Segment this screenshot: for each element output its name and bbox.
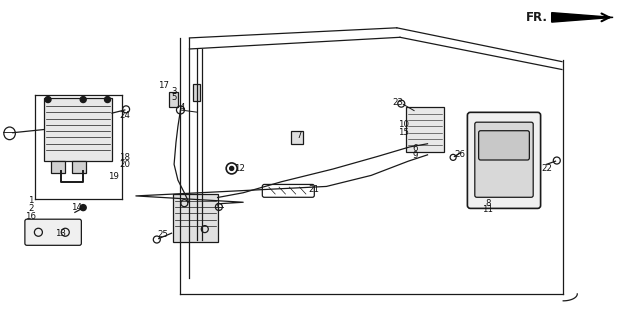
Text: 2: 2 — [28, 204, 33, 213]
Text: 11: 11 — [482, 205, 493, 214]
FancyBboxPatch shape — [479, 131, 529, 160]
Text: 1: 1 — [28, 196, 33, 205]
Text: 7: 7 — [297, 131, 302, 140]
Text: 4: 4 — [180, 103, 185, 112]
Circle shape — [80, 205, 86, 210]
Text: 25: 25 — [157, 230, 169, 239]
Bar — [193, 84, 200, 101]
Text: 18: 18 — [119, 154, 131, 162]
Text: 21: 21 — [308, 185, 319, 194]
Text: 5: 5 — [172, 94, 177, 102]
Text: 24: 24 — [119, 111, 131, 120]
Bar — [72, 161, 86, 173]
Text: 13: 13 — [55, 229, 67, 238]
FancyBboxPatch shape — [467, 112, 541, 208]
Text: 10: 10 — [397, 120, 409, 129]
FancyBboxPatch shape — [25, 219, 81, 245]
Text: 23: 23 — [392, 98, 404, 107]
Text: 17: 17 — [157, 81, 169, 90]
Text: 14: 14 — [71, 204, 83, 212]
Text: 8: 8 — [485, 199, 490, 208]
Bar — [173, 194, 218, 242]
Circle shape — [45, 97, 51, 102]
Bar — [169, 92, 178, 107]
Bar — [291, 131, 303, 144]
Text: 3: 3 — [172, 87, 177, 96]
Text: 12: 12 — [234, 164, 246, 173]
Text: 26: 26 — [454, 150, 465, 159]
FancyBboxPatch shape — [475, 122, 533, 197]
Bar — [406, 107, 444, 152]
Text: 15: 15 — [397, 128, 409, 137]
Circle shape — [230, 167, 234, 170]
Text: 6: 6 — [412, 144, 417, 153]
Text: 22: 22 — [541, 164, 553, 173]
Text: 9: 9 — [412, 151, 417, 160]
Circle shape — [104, 97, 111, 102]
Text: FR.: FR. — [526, 11, 548, 24]
Circle shape — [80, 97, 86, 102]
Text: 20: 20 — [119, 160, 131, 169]
Bar — [51, 161, 65, 173]
Text: 19: 19 — [109, 172, 119, 181]
Polygon shape — [552, 13, 613, 22]
Bar — [44, 98, 112, 161]
Text: 16: 16 — [25, 212, 36, 221]
